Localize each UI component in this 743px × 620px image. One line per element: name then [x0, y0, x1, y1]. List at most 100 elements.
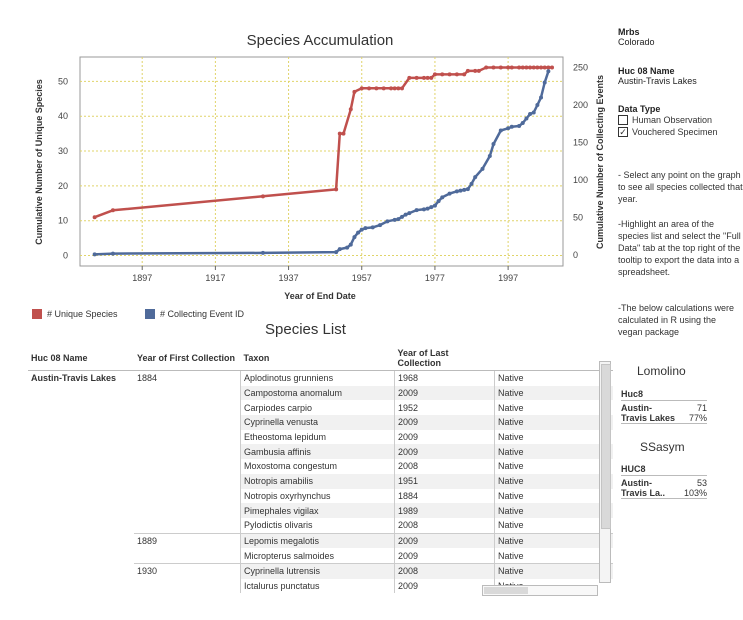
series-line-unique-species[interactable]: [94, 66, 552, 219]
data-point[interactable]: [524, 116, 529, 121]
data-point[interactable]: [546, 69, 551, 74]
data-point[interactable]: [491, 65, 496, 70]
data-point[interactable]: [550, 65, 555, 70]
header-huc[interactable]: Huc 08 Name: [28, 346, 134, 371]
data-point[interactable]: [370, 225, 375, 230]
table-row[interactable]: Campostoma anomalum 2009 Native: [28, 385, 613, 401]
data-point[interactable]: [520, 65, 525, 70]
data-point[interactable]: [385, 219, 390, 224]
data-point[interactable]: [341, 131, 346, 136]
table-row[interactable]: Austin-Travis Lakes 1884 Aplodinotus grunn…: [28, 370, 613, 386]
data-point[interactable]: [352, 89, 357, 94]
data-point[interactable]: [528, 65, 533, 70]
data-point[interactable]: [491, 142, 496, 147]
data-point[interactable]: [110, 208, 115, 213]
human-observation-option[interactable]: Human Observation: [618, 114, 718, 126]
data-point[interactable]: [403, 212, 408, 217]
data-point[interactable]: [531, 110, 536, 115]
data-point[interactable]: [520, 121, 525, 126]
table-row[interactable]: Micropterus salmoides 2009 Native: [28, 548, 613, 564]
table-row[interactable]: 1930 Cyprinella lutrensis 2008 Native: [28, 562, 613, 579]
data-point[interactable]: [517, 124, 522, 129]
data-point[interactable]: [425, 206, 430, 211]
data-point[interactable]: [473, 175, 478, 180]
data-point[interactable]: [407, 211, 412, 216]
data-point[interactable]: [465, 187, 470, 192]
legend-item-collecting-event[interactable]: # Collecting Event ID: [145, 309, 244, 319]
series-group[interactable]: [92, 65, 555, 257]
scrollbar-thumb[interactable]: [484, 587, 528, 594]
data-point[interactable]: [487, 154, 492, 159]
data-point[interactable]: [465, 68, 470, 73]
data-point[interactable]: [509, 124, 514, 129]
vouchered-specimen-option[interactable]: ✓ Vouchered Specimen: [618, 126, 718, 138]
data-point[interactable]: [454, 72, 459, 77]
data-point[interactable]: [440, 195, 445, 200]
plot-area[interactable]: [79, 56, 564, 267]
data-point[interactable]: [480, 166, 485, 171]
data-point[interactable]: [425, 75, 430, 80]
data-point[interactable]: [458, 188, 463, 193]
table-row[interactable]: Pylodictis olivaris 2008 Native: [28, 517, 613, 534]
data-point[interactable]: [462, 187, 467, 192]
data-point[interactable]: [498, 65, 503, 70]
header-last-year[interactable]: Year of Last Collection: [394, 346, 495, 371]
data-point[interactable]: [421, 207, 426, 212]
data-point[interactable]: [389, 86, 394, 91]
legend-item-unique-species[interactable]: # Unique Species: [32, 309, 118, 319]
data-point[interactable]: [396, 217, 401, 222]
data-point[interactable]: [337, 131, 342, 136]
data-point[interactable]: [352, 235, 357, 240]
data-point[interactable]: [535, 103, 540, 108]
data-point[interactable]: [440, 72, 445, 77]
data-point[interactable]: [359, 227, 364, 232]
data-point[interactable]: [432, 72, 437, 77]
checkbox-unchecked-icon[interactable]: [618, 115, 628, 125]
horizontal-scrollbar[interactable]: [482, 585, 598, 596]
data-point[interactable]: [367, 86, 372, 91]
checkbox-checked-icon[interactable]: ✓: [618, 127, 628, 137]
data-point[interactable]: [506, 126, 511, 131]
data-point[interactable]: [432, 203, 437, 208]
table-row[interactable]: 1889 Lepomis megalotis 2009 Native: [28, 532, 613, 549]
table-row[interactable]: Pimephales vigilax 1989 Native: [28, 503, 613, 518]
data-point[interactable]: [498, 128, 503, 133]
data-point[interactable]: [110, 251, 115, 256]
data-point[interactable]: [462, 72, 467, 77]
data-point[interactable]: [542, 65, 547, 70]
header-first-year[interactable]: Year of First Collection: [134, 346, 241, 371]
data-point[interactable]: [92, 252, 97, 257]
data-point[interactable]: [363, 226, 368, 231]
data-point[interactable]: [359, 86, 364, 91]
data-point[interactable]: [436, 199, 441, 204]
data-point[interactable]: [260, 250, 265, 255]
data-point[interactable]: [348, 242, 353, 247]
data-point[interactable]: [378, 223, 383, 228]
data-point[interactable]: [260, 194, 265, 199]
data-point[interactable]: [506, 65, 511, 70]
huc-filter[interactable]: Huc 08 Name Austin-Travis Lakes: [618, 66, 697, 86]
data-point[interactable]: [381, 86, 386, 91]
data-point[interactable]: [414, 208, 419, 213]
data-point[interactable]: [539, 65, 544, 70]
table-row[interactable]: Gambusia affinis 2009 Native: [28, 444, 613, 460]
data-point[interactable]: [473, 68, 478, 73]
data-point[interactable]: [421, 75, 426, 80]
table-row[interactable]: Moxostoma congestum 2008 Native: [28, 459, 613, 474]
data-point[interactable]: [345, 245, 350, 250]
data-point[interactable]: [396, 86, 401, 91]
data-point[interactable]: [392, 86, 397, 91]
data-point[interactable]: [407, 75, 412, 80]
data-point[interactable]: [528, 112, 533, 117]
data-point[interactable]: [392, 217, 397, 222]
data-point[interactable]: [334, 187, 339, 192]
data-point[interactable]: [92, 215, 97, 220]
data-point[interactable]: [546, 65, 551, 70]
data-point[interactable]: [509, 65, 514, 70]
data-point[interactable]: [337, 247, 342, 252]
data-point[interactable]: [524, 65, 529, 70]
data-point[interactable]: [531, 65, 536, 70]
table-row[interactable]: Notropis oxyrhynchus 1884 Native: [28, 488, 613, 504]
data-point[interactable]: [374, 86, 379, 91]
table-row[interactable]: Cyprinella venusta 2009 Native: [28, 415, 613, 430]
